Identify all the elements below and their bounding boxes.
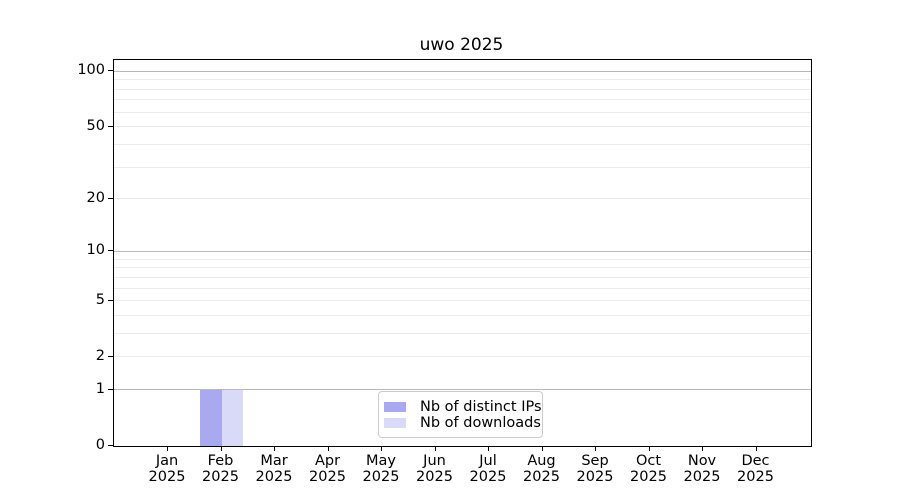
minor-gridline — [114, 79, 811, 81]
x-axis-tick-label: Sep 2025 — [576, 453, 614, 485]
x-tick-mark — [327, 446, 329, 451]
legend-swatch-distinct-ips — [384, 402, 406, 412]
minor-gridline — [114, 287, 811, 289]
bar-downloads — [221, 389, 243, 446]
y-axis-tick-label: 1 — [95, 380, 105, 397]
y-tick-mark — [108, 299, 113, 301]
minor-gridline — [114, 258, 811, 260]
minor-gridline — [114, 126, 811, 128]
x-axis-tick-label: Jan 2025 — [148, 453, 186, 485]
legend-swatch-downloads — [384, 418, 406, 428]
minor-gridline — [114, 198, 811, 200]
y-axis-tick-label: 2 — [95, 347, 105, 364]
y-tick-mark — [108, 125, 113, 127]
minor-gridline — [114, 332, 811, 334]
legend-label: Nb of distinct IPs — [420, 399, 542, 415]
minor-gridline — [114, 267, 811, 269]
y-tick-mark — [108, 445, 113, 446]
x-axis-tick-label: Nov 2025 — [683, 453, 721, 485]
legend-label: Nb of downloads — [420, 415, 541, 431]
y-axis-tick-label: 0 — [95, 437, 105, 453]
x-tick-mark — [220, 446, 222, 451]
x-tick-mark — [541, 446, 543, 451]
chart-title: uwo 2025 — [419, 35, 504, 55]
x-tick-mark — [167, 446, 168, 451]
minor-gridline — [114, 314, 811, 316]
y-tick-mark — [108, 70, 113, 72]
y-tick-mark — [108, 250, 113, 252]
x-axis-tick-label: Mar 2025 — [255, 453, 293, 485]
legend-item: Nb of distinct IPs — [384, 399, 542, 415]
y-tick-mark — [108, 355, 113, 357]
y-axis-tick-label: 5 — [95, 291, 105, 308]
x-tick-mark — [274, 446, 275, 451]
minor-gridline — [114, 88, 811, 90]
major-gridline — [114, 389, 811, 391]
y-axis-tick-label: 100 — [77, 62, 105, 79]
minor-gridline — [114, 166, 811, 168]
x-tick-mark — [488, 446, 489, 451]
y-axis-tick-label: 20 — [86, 189, 105, 206]
x-tick-mark — [702, 446, 703, 451]
y-tick-mark — [108, 197, 113, 199]
x-tick-mark — [595, 446, 596, 451]
bar-distinct-ips — [200, 389, 222, 446]
x-axis-tick-label: Oct 2025 — [630, 453, 667, 485]
y-tick-mark — [108, 388, 113, 390]
x-axis-tick-label: Jul 2025 — [469, 453, 507, 485]
y-axis-tick-label: 50 — [86, 117, 105, 134]
x-axis-tick-label: Aug 2025 — [523, 453, 560, 485]
minor-gridline — [114, 99, 811, 101]
plot-area — [113, 59, 812, 447]
x-axis-tick-label: May 2025 — [362, 453, 400, 485]
y-axis-tick-label: 10 — [86, 242, 105, 259]
x-tick-mark — [755, 446, 757, 451]
legend: Nb of distinct IPs Nb of downloads — [378, 391, 543, 438]
x-tick-mark — [381, 446, 382, 451]
minor-gridline — [114, 276, 811, 278]
minor-gridline — [114, 356, 811, 358]
x-tick-mark — [434, 446, 436, 451]
legend-item: Nb of downloads — [384, 415, 541, 431]
minor-gridline — [114, 300, 811, 302]
x-axis-tick-label: Dec 2025 — [737, 453, 774, 485]
x-tick-mark — [648, 446, 650, 451]
minor-gridline — [114, 144, 811, 146]
minor-gridline — [114, 111, 811, 113]
x-axis-tick-label: Jun 2025 — [416, 453, 453, 485]
major-gridline — [114, 250, 811, 252]
x-axis-tick-label: Apr 2025 — [309, 453, 346, 485]
x-axis-tick-label: Feb 2025 — [202, 453, 239, 485]
major-gridline — [114, 70, 811, 72]
